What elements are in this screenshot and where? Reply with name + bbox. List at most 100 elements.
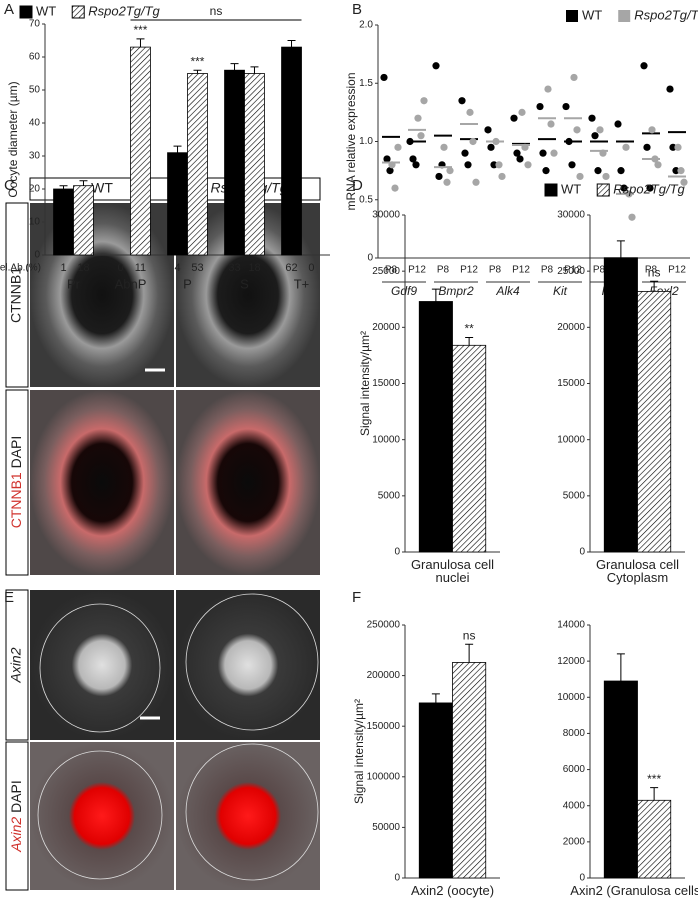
error-bar	[287, 40, 296, 48]
dot	[614, 120, 622, 128]
y-tick-label: 250000	[367, 620, 401, 631]
row-label-box	[5, 589, 29, 741]
rel-ab-value: 18	[248, 262, 260, 274]
bar	[637, 290, 672, 553]
y-axis-label: Signal intensity/µm²	[352, 699, 366, 804]
y-tick-label: 100000	[367, 771, 401, 782]
bar	[167, 152, 188, 256]
y-tick-label: 70	[29, 19, 41, 30]
bar	[418, 301, 453, 553]
y-tick-label: 200000	[367, 670, 401, 681]
x-tick-label: S	[240, 276, 249, 291]
column-header: WT	[91, 180, 113, 196]
dot	[380, 73, 388, 82]
legend-swatch	[71, 5, 85, 19]
rel-ab-value: 11	[135, 262, 146, 274]
dot	[573, 126, 581, 134]
dot	[490, 161, 498, 169]
bar	[130, 46, 151, 256]
rel-ab-label: Rel.Ab.(%)	[0, 263, 41, 274]
significance: ***	[133, 23, 147, 37]
y-axis-label: mRNA relative expression	[344, 72, 358, 210]
dot	[680, 178, 688, 186]
dot	[669, 143, 677, 151]
micrograph	[30, 590, 174, 740]
outline	[185, 593, 319, 731]
y-tick-label: 25000	[372, 266, 400, 277]
dot	[542, 167, 550, 175]
dot	[386, 167, 394, 175]
y-tick-label: 20000	[372, 322, 400, 333]
error-bar	[616, 240, 625, 258]
error-bar	[431, 693, 440, 703]
bar	[224, 69, 245, 256]
rel-ab-value: 0	[308, 262, 314, 274]
y-tick-label: 50000	[372, 822, 400, 833]
y-tick-label: 20	[29, 184, 41, 195]
row-label: CTNNB1 DAPI	[8, 436, 24, 529]
rel-ab-value: 1	[60, 262, 66, 274]
dot	[420, 97, 428, 105]
panel-letter: A	[4, 1, 14, 18]
x-axis-label: Axin2 (oocyte)	[411, 883, 494, 898]
y-tick-label: 1.0	[359, 136, 373, 147]
dot	[466, 108, 474, 116]
row-label-box	[5, 389, 29, 576]
dot	[588, 114, 596, 122]
dot	[391, 184, 399, 192]
y-tick-label: 0	[394, 873, 400, 884]
x-tick-label: T+	[294, 276, 310, 291]
micrograph	[30, 742, 174, 890]
legend-label: WT	[561, 181, 581, 196]
counterstain-label: DAPI	[8, 780, 24, 813]
dot	[435, 172, 443, 181]
dot	[666, 85, 674, 93]
y-tick-label: 0.5	[359, 194, 373, 205]
bar	[418, 702, 453, 879]
y-tick-label: 25000	[557, 266, 585, 277]
y-tick-label: 0	[34, 250, 40, 261]
rel-ab-value: 53	[191, 262, 203, 274]
dot	[643, 143, 651, 151]
micrograph	[176, 590, 320, 740]
dot	[672, 167, 680, 175]
dot	[417, 132, 425, 140]
y-tick-label: 10000	[557, 434, 585, 445]
row-label: Axin2 DAPI	[8, 780, 24, 853]
x-tick-label: Alk4	[495, 284, 520, 298]
error-bar	[136, 38, 145, 48]
y-tick-label: 0	[579, 873, 585, 884]
error-bar	[465, 643, 474, 663]
dot	[576, 172, 584, 181]
rel-ab-value: 4	[174, 262, 180, 274]
significance: ***	[190, 54, 204, 68]
counterstain-label: DAPI	[8, 436, 24, 469]
y-tick-label: 60	[29, 52, 41, 63]
row-label: CTNNB1	[8, 267, 24, 323]
dot	[594, 167, 602, 175]
legend-swatch	[618, 10, 631, 22]
dot	[602, 172, 610, 181]
bar	[281, 46, 302, 256]
y-tick-label: 2.0	[359, 20, 373, 31]
dot	[487, 143, 495, 151]
significance: **	[464, 322, 474, 336]
y-tick-label: 0	[394, 547, 400, 558]
y-tick-label: 10	[29, 217, 41, 228]
dot	[536, 102, 544, 111]
bracket-label: ns	[210, 4, 223, 18]
dot	[484, 126, 492, 134]
y-tick-label: 14000	[557, 620, 585, 631]
outline	[37, 750, 163, 880]
dot	[539, 149, 547, 157]
rel-ab-value: 0	[117, 262, 123, 274]
y-tick-label: 5000	[563, 490, 586, 501]
y-axis-label: Oocyte diameter (µm)	[6, 81, 20, 197]
x-axis-label: Granulosa cell nuclei	[411, 557, 494, 585]
x-sub-label: P12	[668, 265, 686, 276]
x-sub-label: P12	[408, 265, 426, 276]
panel-letter: E	[4, 589, 14, 606]
x-sub-label: P8	[385, 265, 398, 276]
error-bar	[250, 66, 259, 74]
row-label: Axin2	[8, 647, 24, 683]
